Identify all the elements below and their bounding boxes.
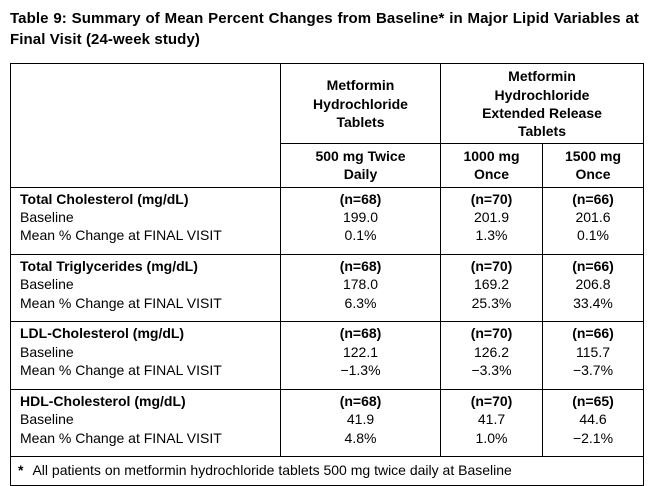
page-title: Table 9: Summary of Mean Percent Changes… bbox=[10, 10, 639, 48]
group-label: Total Triglycerides (mg/dL) bbox=[10, 254, 281, 276]
baseline-row: Baseline 178.0 169.2 206.8 bbox=[10, 275, 644, 294]
value-cell: 199.0 bbox=[280, 207, 441, 227]
table-footnote: * All patients on metformin hydrochloride… bbox=[11, 457, 644, 486]
n-cell: (n=68) bbox=[280, 321, 441, 343]
footnote-row: * All patients on metformin hydrochloride… bbox=[11, 457, 644, 486]
value-cell: 25.3% bbox=[440, 293, 543, 322]
group-header-row: Total Cholesterol (mg/dL) (n=68) (n=70) … bbox=[10, 187, 644, 208]
group-label: HDL-Cholesterol (mg/dL) bbox=[10, 389, 281, 411]
value-cell: −3.7% bbox=[542, 361, 644, 390]
n-cell: (n=66) bbox=[542, 321, 644, 343]
row-label: Baseline bbox=[10, 410, 281, 429]
n-cell: (n=70) bbox=[440, 389, 543, 411]
value-cell: 1.0% bbox=[440, 428, 543, 457]
er-product-header: Metformin Hydrochloride Extended Release… bbox=[440, 63, 644, 145]
value-cell: 201.6 bbox=[542, 207, 644, 227]
value-cell: −2.1% bbox=[542, 428, 644, 457]
footnote-marker: * bbox=[18, 462, 24, 479]
n-cell: (n=70) bbox=[440, 254, 543, 276]
value-cell: 126.2 bbox=[440, 342, 543, 362]
row-label: Baseline bbox=[10, 207, 281, 227]
value-cell: 4.8% bbox=[280, 428, 441, 457]
row-label: Mean % Change at FINAL VISIT bbox=[10, 361, 281, 390]
group-header-row: Total Triglycerides (mg/dL) (n=68) (n=70… bbox=[10, 254, 644, 276]
row-label: Mean % Change at FINAL VISIT bbox=[10, 293, 281, 322]
value-cell: 206.8 bbox=[542, 275, 644, 294]
n-cell: (n=70) bbox=[440, 321, 543, 343]
baseline-row: Baseline 41.9 41.7 44.6 bbox=[10, 410, 644, 429]
row-label: Mean % Change at FINAL VISIT bbox=[10, 428, 281, 457]
n-cell: (n=65) bbox=[542, 389, 644, 411]
baseline-row: Baseline 122.1 126.2 115.7 bbox=[10, 342, 644, 362]
value-cell: 41.7 bbox=[440, 410, 543, 429]
value-cell: −1.3% bbox=[280, 361, 441, 390]
group-label: Total Cholesterol (mg/dL) bbox=[10, 187, 281, 208]
table-footnote-section: * All patients on metformin hydrochloride… bbox=[10, 456, 644, 486]
dose-header-1000mg: 1000 mg Once bbox=[440, 143, 543, 188]
n-cell: (n=66) bbox=[542, 254, 644, 276]
footnote-text: All patients on metformin hydrochloride … bbox=[32, 462, 512, 479]
group-total-cholesterol: Total Cholesterol (mg/dL) (n=68) (n=70) … bbox=[10, 187, 644, 255]
value-cell: 115.7 bbox=[542, 342, 644, 362]
group-ldl-cholesterol: LDL-Cholesterol (mg/dL) (n=68) (n=70) (n… bbox=[10, 321, 644, 390]
value-cell: 41.9 bbox=[280, 410, 441, 429]
n-cell: (n=68) bbox=[280, 389, 441, 411]
n-cell: (n=68) bbox=[280, 254, 441, 276]
mean-change-row: Mean % Change at FINAL VISIT 4.8% 1.0% −… bbox=[10, 428, 644, 457]
value-cell: 44.6 bbox=[542, 410, 644, 429]
group-header-row: HDL-Cholesterol (mg/dL) (n=68) (n=70) (n… bbox=[10, 389, 644, 411]
value-cell: 0.1% bbox=[542, 226, 644, 255]
dose-header-1500mg: 1500 mg Once bbox=[542, 143, 644, 188]
product-header-row: Metformin Hydrochloride Tablets Metformi… bbox=[10, 63, 644, 188]
n-cell: (n=70) bbox=[440, 187, 543, 208]
value-cell: 169.2 bbox=[440, 275, 543, 294]
group-hdl-cholesterol: HDL-Cholesterol (mg/dL) (n=68) (n=70) (n… bbox=[10, 389, 644, 457]
dose-header-500mg: 500 mg Twice Daily bbox=[280, 143, 441, 188]
group-label: LDL-Cholesterol (mg/dL) bbox=[10, 321, 281, 343]
dose-header-row: 500 mg Twice Daily 1000 mg Once 1500 mg … bbox=[11, 143, 644, 188]
corner-cell bbox=[10, 63, 281, 188]
value-cell: 33.4% bbox=[542, 293, 644, 322]
mean-change-row: Mean % Change at FINAL VISIT −1.3% −3.3%… bbox=[10, 361, 644, 390]
value-cell: 6.3% bbox=[280, 293, 441, 322]
value-cell: 122.1 bbox=[280, 342, 441, 362]
value-cell: 201.9 bbox=[440, 207, 543, 227]
row-label: Baseline bbox=[10, 342, 281, 362]
ir-product-header: Metformin Hydrochloride Tablets bbox=[280, 63, 441, 145]
n-cell: (n=68) bbox=[280, 187, 441, 208]
baseline-row: Baseline 199.0 201.9 201.6 bbox=[10, 207, 644, 227]
group-total-triglycerides: Total Triglycerides (mg/dL) (n=68) (n=70… bbox=[10, 254, 644, 322]
n-cell: (n=66) bbox=[542, 187, 644, 208]
row-label: Mean % Change at FINAL VISIT bbox=[10, 226, 281, 255]
mean-change-row: Mean % Change at FINAL VISIT 6.3% 25.3% … bbox=[10, 293, 644, 322]
value-cell: 178.0 bbox=[280, 275, 441, 294]
value-cell: −3.3% bbox=[440, 361, 543, 390]
value-cell: 1.3% bbox=[440, 226, 543, 255]
value-cell: 0.1% bbox=[280, 226, 441, 255]
mean-change-row: Mean % Change at FINAL VISIT 0.1% 1.3% 0… bbox=[10, 226, 644, 255]
row-label: Baseline bbox=[10, 275, 281, 294]
table-header: Metformin Hydrochloride Tablets Metformi… bbox=[10, 63, 644, 188]
group-header-row: LDL-Cholesterol (mg/dL) (n=68) (n=70) (n… bbox=[10, 321, 644, 343]
lipid-summary-table: Metformin Hydrochloride Tablets Metformi… bbox=[10, 63, 644, 486]
